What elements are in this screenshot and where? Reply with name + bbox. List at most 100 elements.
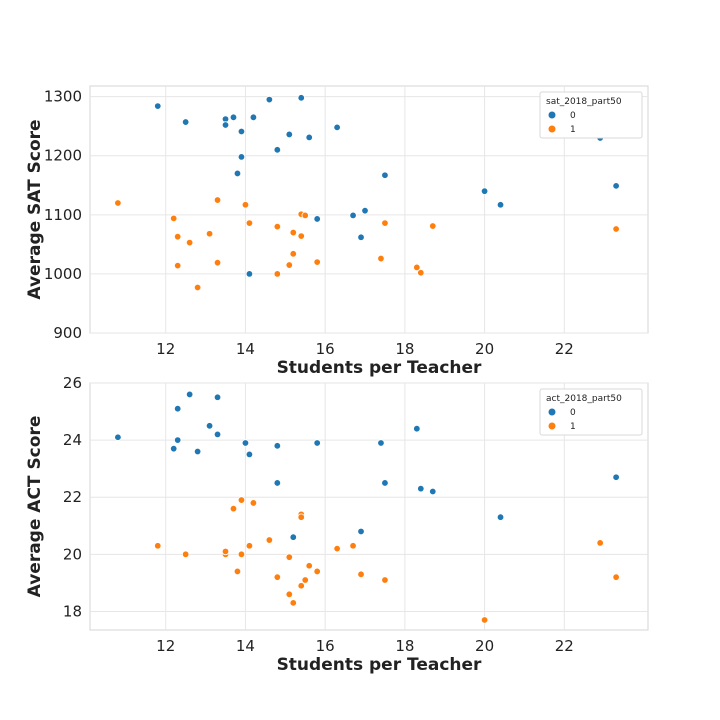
sat-point-series-1 bbox=[297, 232, 305, 240]
act-point-series-1 bbox=[237, 496, 246, 504]
sat-point-series-0 bbox=[333, 123, 341, 132]
act-point-series-1 bbox=[245, 542, 254, 550]
sat-point-series-1 bbox=[169, 214, 178, 223]
sat-point-series-1 bbox=[429, 222, 437, 230]
sat-point-series-1 bbox=[413, 263, 421, 272]
act-x-axis-label: Students per Teacher bbox=[277, 655, 482, 675]
act-legend-title: act_2018_part50 bbox=[546, 394, 622, 404]
act-point-series-0 bbox=[213, 393, 222, 401]
act-point-series-0 bbox=[193, 447, 202, 456]
act-point-series-1 bbox=[480, 616, 489, 624]
sat-legend: sat_2018_part50 0 1 bbox=[539, 91, 643, 139]
act-point-series-1 bbox=[285, 590, 293, 599]
sat-x-tick-label: 14 bbox=[236, 340, 255, 358]
act-point-series-1 bbox=[297, 513, 305, 521]
act-point-series-1 bbox=[313, 567, 321, 576]
sat-point-series-0 bbox=[496, 201, 505, 209]
sat-point-series-0 bbox=[233, 169, 242, 178]
act-point-series-1 bbox=[333, 544, 341, 553]
sat-point-series-1 bbox=[417, 269, 425, 277]
sat-point-series-0 bbox=[357, 233, 365, 241]
act-legend: act_2018_part50 0 1 bbox=[539, 388, 643, 436]
sat-y-tick-label: 900 bbox=[53, 324, 82, 342]
act-point-series-1 bbox=[349, 542, 357, 550]
act-point-series-0 bbox=[114, 433, 122, 441]
sat-legend-label-0: 0 bbox=[570, 111, 576, 121]
act-legend-label-1: 1 bbox=[570, 422, 576, 432]
act-point-series-1 bbox=[301, 576, 309, 584]
act-point-series-0 bbox=[241, 439, 250, 447]
sat-point-series-1 bbox=[289, 228, 297, 237]
sat-point-series-1 bbox=[289, 250, 297, 258]
act-point-series-1 bbox=[297, 582, 305, 590]
sat-point-series-1 bbox=[285, 261, 293, 269]
sat-point-series-1 bbox=[173, 232, 182, 241]
sat-point-series-0 bbox=[181, 118, 190, 126]
sat-y-tick-label: 1000 bbox=[44, 265, 82, 283]
act-legend-box bbox=[539, 388, 643, 436]
act-point-series-1 bbox=[221, 547, 230, 556]
act-point-series-1 bbox=[596, 539, 604, 547]
sat-y-tick-label: 1300 bbox=[44, 88, 82, 106]
sat-point-series-0 bbox=[313, 215, 321, 223]
act-y-tick-label: 26 bbox=[63, 374, 82, 392]
sat-point-series-0 bbox=[154, 102, 162, 110]
sat-legend-label-1: 1 bbox=[570, 125, 576, 135]
act-point-series-1 bbox=[289, 599, 297, 607]
act-point-series-1 bbox=[305, 562, 313, 570]
sat-legend-box bbox=[539, 91, 643, 139]
act-point-series-0 bbox=[612, 473, 620, 481]
act-point-series-0 bbox=[313, 439, 321, 447]
act-point-series-1 bbox=[249, 499, 258, 507]
sat-point-series-1 bbox=[213, 196, 222, 204]
sat-legend-title: sat_2018_part50 bbox=[546, 97, 622, 107]
act-point-series-0 bbox=[377, 439, 385, 447]
act-x-tick-label: 22 bbox=[555, 637, 574, 655]
act-legend-marker-0 bbox=[548, 408, 556, 416]
sat-point-series-0 bbox=[612, 182, 620, 190]
act-point-series-1 bbox=[229, 504, 238, 513]
act-point-series-0 bbox=[381, 479, 389, 487]
sat-point-series-1 bbox=[205, 230, 214, 238]
sat-x-tick-label: 22 bbox=[555, 340, 574, 358]
sat-point-series-0 bbox=[245, 270, 254, 278]
act-x-tick-label: 20 bbox=[475, 637, 494, 655]
sat-chart: 12 14 16 18 20 22 900 1000 1100 1200 1300 Students … bbox=[25, 85, 649, 378]
act-point-series-0 bbox=[245, 450, 254, 459]
act-chart: 12 14 16 18 20 22 18 20 22 24 26 Students per Teach… bbox=[25, 374, 649, 675]
act-y-axis-label: Average ACT Score bbox=[25, 416, 45, 598]
act-legend-marker-1 bbox=[548, 422, 556, 430]
act-x-tick-label: 16 bbox=[316, 637, 335, 655]
act-point-series-1 bbox=[233, 567, 242, 576]
act-point-series-0 bbox=[169, 444, 178, 453]
act-point-series-0 bbox=[173, 436, 182, 444]
act-point-series-0 bbox=[213, 430, 222, 439]
act-point-series-1 bbox=[285, 553, 293, 561]
sat-point-series-0 bbox=[237, 127, 246, 136]
sat-point-series-1 bbox=[193, 283, 202, 292]
sat-point-series-0 bbox=[297, 94, 305, 102]
act-point-series-0 bbox=[429, 487, 437, 496]
act-point-series-0 bbox=[273, 442, 282, 450]
act-point-series-0 bbox=[357, 527, 365, 536]
sat-point-series-0 bbox=[221, 121, 230, 129]
sat-x-tick-label: 20 bbox=[475, 340, 494, 358]
sat-point-series-1 bbox=[173, 261, 182, 270]
act-point-series-0 bbox=[205, 422, 214, 430]
act-point-series-1 bbox=[273, 573, 282, 581]
sat-point-series-1 bbox=[273, 270, 282, 278]
sat-point-series-1 bbox=[381, 219, 389, 227]
sat-point-series-0 bbox=[349, 211, 357, 220]
sat-legend-marker-0 bbox=[548, 111, 556, 119]
sat-point-series-0 bbox=[285, 130, 293, 139]
sat-point-series-0 bbox=[273, 146, 282, 154]
act-point-series-0 bbox=[413, 424, 421, 433]
act-x-tick-label: 12 bbox=[156, 637, 175, 655]
sat-x-tick-label: 12 bbox=[156, 340, 175, 358]
sat-point-series-0 bbox=[265, 95, 274, 104]
act-x-tick-label: 18 bbox=[395, 637, 414, 655]
sat-y-axis-label: Average SAT Score bbox=[25, 119, 45, 299]
act-y-tick-label: 18 bbox=[63, 602, 82, 620]
act-point-series-1 bbox=[181, 550, 190, 559]
